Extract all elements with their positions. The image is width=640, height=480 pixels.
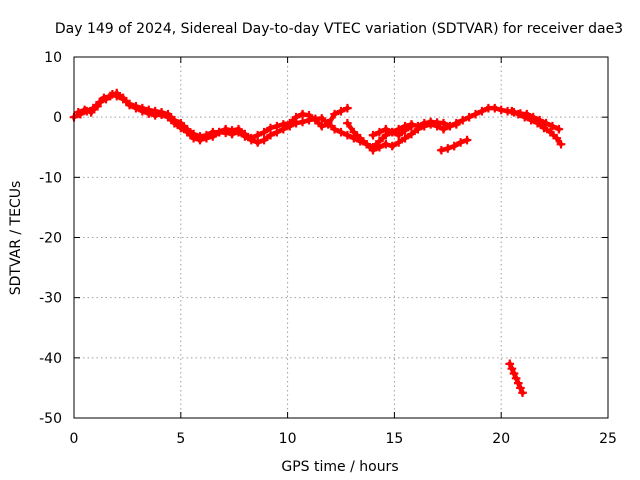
x-tick-label: 10 [279,431,297,447]
x-tick-label: 0 [70,431,79,447]
y-tick-labels: 10 0 -10 -20 -30 -40 -50 [39,50,62,427]
x-tick-label: 25 [599,431,617,447]
data-point [407,121,416,131]
sat-track-5 [507,106,566,149]
data-point [462,135,472,145]
data-point [554,124,564,134]
grid [74,57,608,418]
y-tick-label: 0 [53,110,62,126]
sat-track-3 [343,118,461,155]
y-tick-label: 10 [44,50,62,66]
data-points [69,88,566,398]
sat-track-6 [437,135,472,155]
data-point [452,120,461,129]
data-point [518,388,527,398]
x-tick-label: 15 [385,431,403,447]
sat-track-7 [505,359,527,398]
data-point [556,139,566,149]
chart-title: Day 149 of 2024, Sidereal Day-to-day VTE… [55,21,623,37]
y-axis-label: SDTVAR / TECUs [8,181,24,296]
x-axis-label: GPS time / hours [281,459,398,475]
sat-track-2 [73,88,352,145]
y-tick-label: -50 [39,411,62,427]
y-tick-label: -20 [39,231,62,247]
y-tick-label: -30 [39,291,62,307]
y-tick-label: -10 [39,170,62,186]
x-tick-labels: 0 5 10 15 20 25 [70,431,617,447]
sat-track-4 [368,121,416,140]
data-point [343,103,352,113]
x-tick-label: 20 [492,431,510,447]
plot-frame [73,56,609,419]
x-tick-label: 5 [176,431,185,447]
y-tick-label: -40 [39,351,62,367]
